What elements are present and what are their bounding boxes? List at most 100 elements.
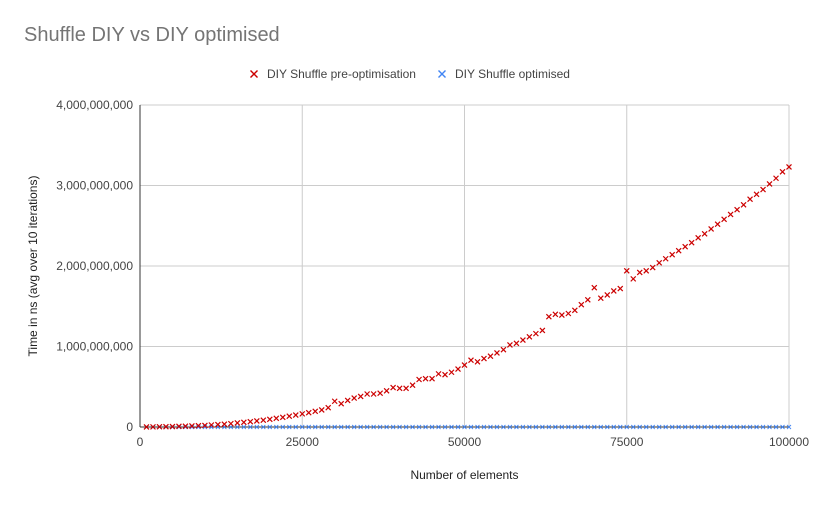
data-point-optimised — [423, 424, 428, 430]
data-point-optimised — [455, 424, 461, 430]
data-point-pre-optimisation — [163, 423, 169, 430]
data-point-optimised — [689, 424, 694, 430]
legend-marker-x — [438, 70, 446, 78]
data-point-pre-optimisation — [182, 423, 189, 430]
data-point-optimised — [540, 424, 545, 430]
data-point-optimised — [442, 424, 448, 430]
data-point-pre-optimisation — [468, 357, 474, 364]
data-point-pre-optimisation — [208, 422, 215, 428]
data-point-optimised — [669, 424, 675, 430]
data-point-optimised — [553, 424, 558, 430]
data-point-optimised — [786, 424, 792, 430]
data-point-pre-optimisation — [351, 395, 358, 401]
data-point-pre-optimisation — [188, 423, 195, 429]
data-point-optimised — [754, 424, 759, 430]
data-point-optimised — [566, 424, 571, 430]
data-point-pre-optimisation — [227, 420, 234, 427]
data-point-optimised — [462, 424, 467, 430]
series-pre-optimisation — [143, 164, 792, 430]
legend: DIY Shuffle pre-optimisation DIY Shuffle… — [250, 67, 570, 81]
data-point-pre-optimisation — [552, 311, 559, 318]
data-point-pre-optimisation — [558, 312, 565, 319]
data-point-pre-optimisation — [286, 413, 293, 420]
data-point-optimised — [267, 424, 273, 430]
data-point-optimised — [546, 424, 552, 430]
x-tick-labels: 0 25000 50000 75000 100000 — [137, 435, 810, 449]
data-point-pre-optimisation — [708, 226, 715, 232]
data-point-optimised — [780, 424, 785, 430]
data-point-pre-optimisation — [169, 423, 176, 430]
data-point-optimised — [248, 424, 253, 430]
data-point-pre-optimisation — [779, 168, 786, 175]
data-point-pre-optimisation — [240, 419, 247, 426]
data-point-optimised — [533, 424, 539, 430]
data-point-optimised — [293, 424, 299, 430]
y-tick-label: 2,000,000,000 — [56, 259, 133, 273]
data-point-pre-optimisation — [364, 391, 371, 397]
data-point-optimised — [650, 424, 656, 430]
data-point-optimised — [585, 424, 591, 430]
data-point-optimised — [196, 424, 201, 430]
data-point-pre-optimisation — [669, 251, 676, 258]
data-point-pre-optimisation — [461, 362, 468, 368]
data-point-optimised — [760, 424, 766, 430]
data-point-optimised — [397, 424, 402, 430]
y-tick-label: 1,000,000,000 — [56, 340, 133, 354]
data-point-optimised — [741, 424, 746, 430]
data-point-pre-optimisation — [643, 267, 650, 274]
data-point-optimised — [260, 424, 266, 430]
y-tick-label: 4,000,000,000 — [56, 98, 133, 112]
data-point-pre-optimisation — [383, 387, 390, 394]
legend-marker-optimised — [438, 70, 446, 78]
data-point-pre-optimisation — [519, 337, 526, 343]
data-point-optimised — [611, 424, 617, 430]
data-point-pre-optimisation — [545, 313, 552, 320]
data-point-pre-optimisation — [273, 415, 280, 422]
x-axis-label: Number of elements — [410, 468, 518, 482]
data-point-pre-optimisation — [701, 230, 708, 237]
data-point-optimised — [637, 424, 643, 430]
data-point-optimised — [767, 424, 772, 430]
data-point-pre-optimisation — [747, 196, 753, 203]
data-point-optimised — [358, 424, 363, 430]
data-point-pre-optimisation — [318, 407, 325, 413]
data-point-pre-optimisation — [370, 391, 377, 397]
x-tick-label: 50000 — [448, 435, 482, 449]
x-tick-label: 75000 — [610, 435, 644, 449]
data-point-pre-optimisation — [305, 409, 312, 416]
data-point-optimised — [351, 424, 357, 430]
data-point-optimised — [273, 424, 279, 430]
data-point-pre-optimisation — [753, 191, 760, 198]
data-point-optimised — [338, 424, 344, 430]
data-point-pre-optimisation — [279, 414, 286, 421]
data-point-optimised — [604, 424, 610, 430]
data-point-pre-optimisation — [481, 355, 487, 362]
data-point-pre-optimisation — [247, 418, 254, 425]
data-point-optimised — [520, 424, 526, 430]
data-point-optimised — [656, 424, 662, 430]
data-point-pre-optimisation — [429, 375, 435, 382]
data-point-optimised — [364, 424, 370, 430]
data-point-pre-optimisation — [377, 390, 384, 397]
data-point-optimised — [708, 424, 714, 430]
data-point-pre-optimisation — [773, 175, 779, 182]
y-tick-label: 0 — [126, 420, 133, 434]
data-point-pre-optimisation — [338, 400, 345, 407]
data-point-optimised — [189, 424, 195, 430]
data-point-pre-optimisation — [766, 180, 773, 187]
data-point-optimised — [449, 424, 454, 430]
data-point-pre-optimisation — [597, 295, 604, 302]
data-point-optimised — [436, 424, 441, 430]
data-point-pre-optimisation — [695, 234, 702, 241]
data-point-optimised — [559, 424, 565, 430]
data-point-optimised — [202, 424, 208, 430]
chart-title: Shuffle DIY vs DIY optimised — [24, 24, 280, 46]
data-point-pre-optimisation — [727, 211, 734, 218]
data-point-optimised — [286, 424, 292, 430]
data-point-optimised — [676, 424, 681, 430]
data-point-optimised — [715, 424, 720, 430]
data-point-optimised — [235, 424, 240, 430]
data-point-pre-optimisation — [325, 404, 332, 411]
data-point-optimised — [332, 424, 338, 430]
